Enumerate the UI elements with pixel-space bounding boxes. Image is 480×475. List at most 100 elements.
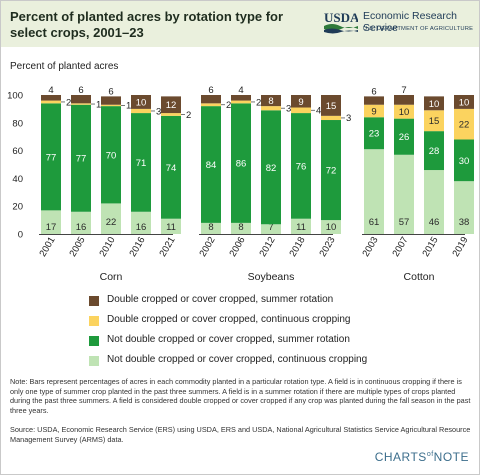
- data-label: 77: [76, 154, 87, 165]
- bar-segment-double-summer: [101, 96, 121, 105]
- bar-segment-double-summer: [131, 95, 151, 109]
- data-label: 2: [186, 110, 191, 121]
- data-label: 26: [399, 132, 410, 143]
- group-label: Cotton: [404, 271, 435, 283]
- bar-segment-not-double-continuous: [321, 220, 341, 234]
- data-label: 77: [46, 152, 57, 163]
- bar-segment-double-continuous: [424, 110, 444, 132]
- data-label: 11: [296, 222, 306, 233]
- bar-segment-not-double-continuous: [161, 218, 181, 234]
- x-tick-label: 2023: [318, 235, 338, 259]
- data-label: 8: [238, 222, 243, 233]
- x-tick-label: 2018: [288, 235, 308, 259]
- brand-prefix: CHARTS: [374, 450, 427, 464]
- bar-segment-double-continuous: [364, 104, 384, 118]
- chart-note: Note: Bars represent percentages of acre…: [10, 377, 471, 415]
- legend-swatch: [89, 336, 99, 346]
- data-label: 4: [238, 85, 243, 96]
- bar-segment-not-double-summer: [41, 103, 61, 211]
- x-tick-label: 2002: [198, 235, 218, 259]
- data-label: 74: [166, 163, 177, 174]
- org-subtitle: U.S. DEPARTMENT OF AGRICULTURE: [363, 26, 474, 32]
- stacked-bar-chart: 0204060801001777242001167716200522701620…: [7, 85, 474, 283]
- bar-segment-double-summer: [394, 95, 414, 105]
- bar-segment-not-double-summer: [261, 110, 281, 225]
- bar-segment-not-double-summer: [161, 115, 181, 219]
- bar-segment-not-double-summer: [454, 139, 474, 182]
- data-label: 22: [106, 217, 117, 228]
- bar-segment-not-double-summer: [424, 131, 444, 171]
- data-label: 82: [266, 163, 277, 174]
- y-tick-label: 80: [12, 118, 23, 129]
- bar-segment-not-double-continuous: [291, 218, 311, 234]
- bar-segment-double-continuous: [394, 104, 414, 119]
- data-label: 11: [166, 222, 176, 233]
- data-label: 23: [369, 129, 380, 140]
- data-label: 9: [371, 106, 376, 117]
- data-label: 6: [78, 85, 83, 96]
- data-label: 3: [156, 106, 161, 117]
- data-label: 84: [206, 160, 217, 171]
- y-axis-label: Percent of planted acres: [10, 61, 119, 72]
- bar-segment-double-summer: [364, 96, 384, 105]
- x-tick-label: 2006: [228, 235, 248, 259]
- data-label: 38: [459, 217, 470, 228]
- y-tick-label: 0: [18, 230, 23, 241]
- data-label: 46: [429, 217, 440, 228]
- bar-segment-not-double-continuous: [394, 154, 414, 234]
- bar-segment-not-double-continuous: [454, 181, 474, 234]
- data-label: 22: [459, 120, 470, 131]
- org-name: Economic Research Service: [363, 10, 457, 34]
- data-label: 4: [48, 85, 53, 96]
- data-label: 4: [316, 106, 321, 117]
- header-bar: Percent of planted acres by rotation typ…: [1, 1, 479, 47]
- bar-segment-not-double-summer: [201, 106, 221, 223]
- brand-of: of: [426, 451, 434, 458]
- x-tick-label: 2019: [451, 235, 471, 259]
- data-label: 10: [136, 97, 147, 108]
- data-label: 1: [126, 101, 131, 112]
- data-label: 2: [226, 100, 231, 111]
- bar-segment-double-summer: [161, 96, 181, 114]
- charts-of-note-brand: CHARTSofNOTE: [375, 450, 469, 464]
- y-tick-label: 20: [12, 202, 23, 213]
- data-label: 16: [136, 222, 147, 233]
- data-label: 2: [66, 97, 71, 108]
- legend-label: Double cropped or cover cropped, summer …: [107, 294, 334, 305]
- y-tick-label: 60: [12, 146, 23, 157]
- data-label: 16: [76, 222, 87, 233]
- legend-swatch: [89, 356, 99, 366]
- y-tick-label: 100: [7, 91, 23, 102]
- data-label: 57: [399, 217, 410, 228]
- chart-source: Source: USDA, Economic Research Service …: [10, 425, 471, 444]
- data-label: 12: [166, 100, 177, 111]
- data-label: 61: [369, 217, 380, 228]
- bar-segment-double-continuous: [291, 107, 311, 114]
- data-label: 10: [459, 97, 470, 108]
- x-tick-label: 2015: [421, 235, 441, 259]
- data-label: 8: [268, 96, 273, 107]
- bar-segment-not-double-continuous: [364, 149, 384, 234]
- x-tick-label: 2001: [38, 235, 58, 259]
- bar-segment-double-continuous: [41, 100, 61, 104]
- y-tick-label: 40: [12, 174, 23, 185]
- bar-segment-not-double-summer: [364, 117, 384, 150]
- data-label: 1: [96, 99, 101, 110]
- legend-label: Double cropped or cover cropped, continu…: [107, 314, 351, 325]
- data-label: 8: [208, 222, 213, 233]
- data-label: 6: [371, 86, 376, 97]
- bar-segment-double-continuous: [261, 106, 281, 111]
- bar-segment-double-continuous: [321, 115, 341, 121]
- usda-logo: USDA: [324, 10, 358, 34]
- bar-segment-not-double-summer: [231, 103, 251, 223]
- bar-segment-double-continuous: [201, 103, 221, 107]
- legend-swatch: [89, 296, 99, 306]
- data-label: 30: [459, 156, 470, 167]
- data-label: 7: [401, 85, 406, 96]
- bar-segment-not-double-continuous: [131, 211, 151, 234]
- data-label: 76: [296, 161, 307, 172]
- bar-segment-not-double-continuous: [261, 224, 281, 234]
- bar-segment-not-double-summer: [394, 118, 414, 155]
- bar-segment-double-summer: [321, 95, 341, 116]
